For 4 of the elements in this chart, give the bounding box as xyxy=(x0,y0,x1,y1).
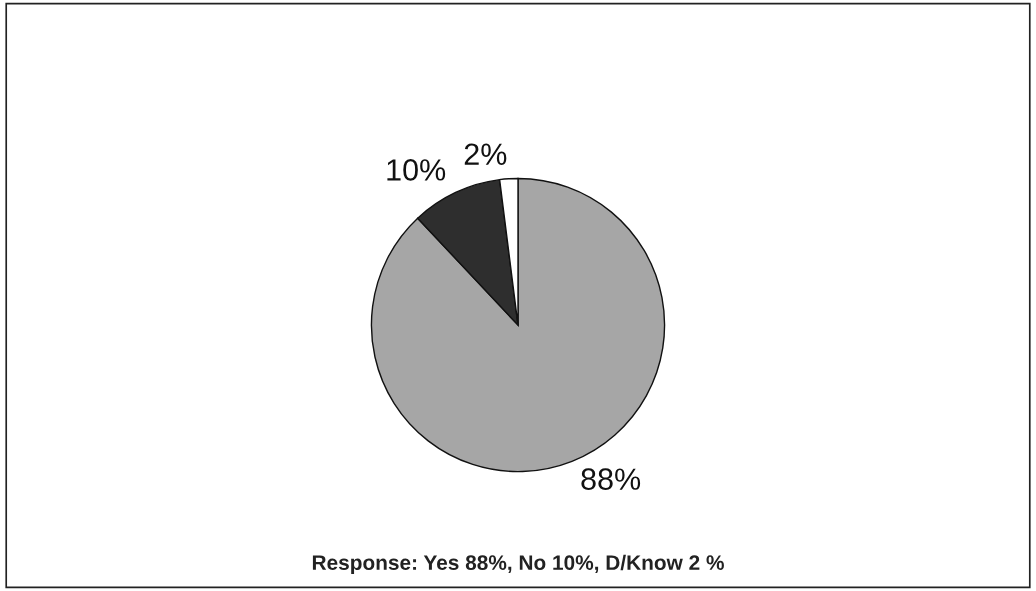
text: Response: Yes 88%, No 10%, D/Know 2 % xyxy=(312,554,724,575)
data-label: 88% xyxy=(581,468,641,490)
data-label: 10% xyxy=(387,159,446,181)
data-label: 2% xyxy=(464,143,507,165)
